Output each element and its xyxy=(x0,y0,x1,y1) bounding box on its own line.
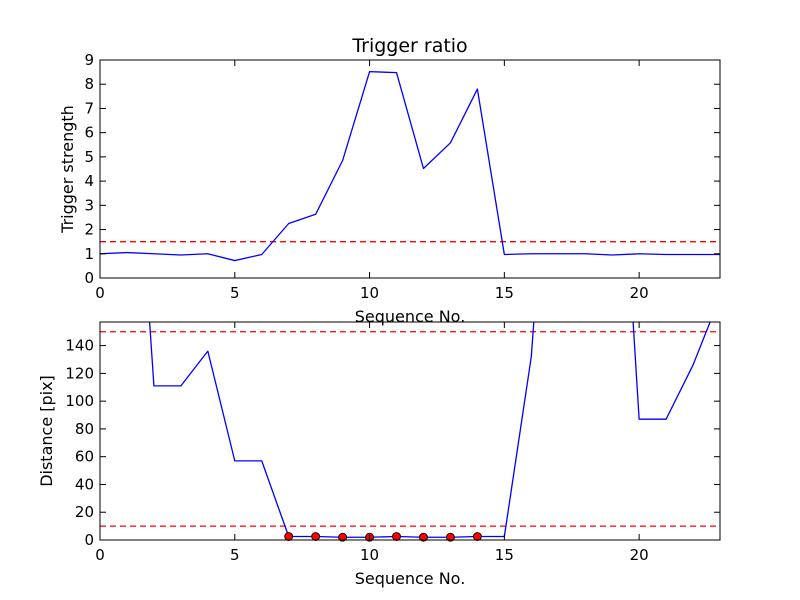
series-line-0 xyxy=(100,70,720,262)
y-tick-label: 8 xyxy=(84,75,94,93)
data-marker xyxy=(311,532,321,541)
y-tick-label: 4 xyxy=(84,172,94,190)
y-tick-label: 120 xyxy=(65,364,94,382)
y-tick-label: 100 xyxy=(65,392,94,410)
x-tick-label: 5 xyxy=(230,284,240,302)
y-tick-label: 7 xyxy=(84,99,94,117)
x-tick-label: 15 xyxy=(495,546,514,564)
y-tick-label: 1 xyxy=(84,245,94,263)
data-marker xyxy=(419,532,428,542)
x-axis-label: Sequence No. xyxy=(355,307,466,326)
y-tick-label: 3 xyxy=(84,196,94,214)
distance-panel: 0 5 10 15 20 0 20 40 60 80 100 120 140 Sequence No. Di… xyxy=(37,321,721,588)
y-tick-label: 0 xyxy=(84,531,94,549)
data-marker xyxy=(392,532,401,541)
y-tick-label: 6 xyxy=(84,124,94,142)
y-axis-label: Distance [pix] xyxy=(37,375,56,487)
data-marker xyxy=(445,532,455,542)
y-tick-label: 5 xyxy=(84,148,94,166)
x-tick-label: 10 xyxy=(360,284,379,302)
trigger-ratio-panel: 0 5 10 15 20 0 1 2 3 4 5 6 7 8 9 Sequence No. Trigger st… xyxy=(58,35,721,326)
y-tick-label: 140 xyxy=(65,337,94,355)
y-tick-label: 2 xyxy=(84,221,94,239)
x-tick-label: 0 xyxy=(95,546,105,564)
y-axis-label: Trigger strength xyxy=(58,105,77,234)
y-tick-label: 20 xyxy=(75,503,94,521)
x-tick-label: 10 xyxy=(360,546,379,564)
x-tick-label: 5 xyxy=(230,546,240,564)
axes-frame xyxy=(99,59,721,279)
x-tick-label: 0 xyxy=(95,284,105,302)
chart-title: Trigger ratio xyxy=(351,35,467,57)
plot-area xyxy=(100,70,720,262)
x-tick-label: 20 xyxy=(630,546,649,564)
x-tick-label: 20 xyxy=(630,284,649,302)
data-marker xyxy=(284,532,294,541)
x-axis-label: Sequence No. xyxy=(355,569,466,588)
axes-frame xyxy=(99,321,721,541)
data-marker xyxy=(338,532,348,542)
x-tick-label: 15 xyxy=(495,284,514,302)
data-marker xyxy=(472,532,482,541)
y-tick-label: 60 xyxy=(75,448,94,466)
y-tick-label: 40 xyxy=(75,475,94,493)
y-tick-label: 9 xyxy=(84,51,94,69)
y-tick-label: 80 xyxy=(75,420,94,438)
y-tick-label: 0 xyxy=(84,269,94,287)
